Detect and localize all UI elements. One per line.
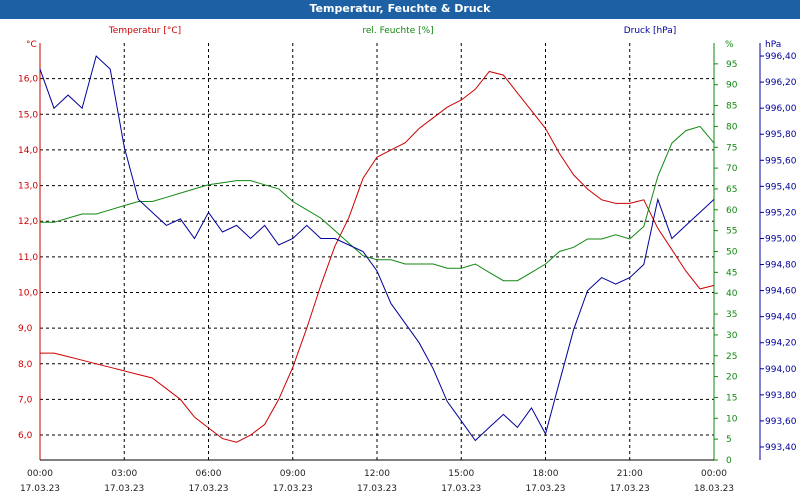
y-tick-label-humidity: 55 — [726, 227, 737, 237]
x-tick-label-time: 12:00 — [364, 469, 390, 479]
y-tick-label-humidity: 10 — [726, 414, 738, 424]
x-tick-label-time: 21:00 — [617, 469, 643, 479]
y-tick-label-pressure: 995,40 — [765, 182, 797, 192]
axis-unit-temperature: °C — [26, 40, 37, 50]
series-line-humidity — [40, 125, 715, 282]
y-tick-label-humidity: 20 — [726, 373, 738, 383]
x-tick-label-time: 03:00 — [111, 469, 137, 479]
x-tick-label-date: 18.03.23 — [694, 484, 734, 494]
x-tick-label-date: 17.03.23 — [610, 484, 650, 494]
y-tick-label-humidity: 15 — [726, 393, 737, 403]
y-tick-label-pressure: 995,60 — [765, 156, 797, 166]
chart-background — [0, 19, 800, 500]
x-tick-label-date: 17.03.23 — [188, 484, 228, 494]
y-tick-label-temperature: 15,0 — [18, 110, 38, 120]
axis-label-temperature: Temperatur [°C] — [108, 26, 181, 36]
x-tick-label-time: 15:00 — [448, 469, 474, 479]
x-tick-label-time: 00:00 — [27, 469, 53, 479]
x-tick-label-time: 09:00 — [280, 469, 306, 479]
y-tick-label-pressure: 993,60 — [765, 417, 797, 427]
series-line-temperature — [40, 70, 715, 443]
y-tick-label-pressure: 996,40 — [765, 52, 797, 62]
axis-label-humidity: rel. Feuchte [%] — [362, 26, 433, 36]
chart-title: Temperatur, Feuchte & Druck — [0, 0, 800, 19]
axis-unit-pressure: hPa — [765, 40, 781, 50]
tick-labels: 00:00 17.03.23 03:00 17.03.23 06:00 17.03.23 0… — [18, 52, 797, 494]
y-tick-label-humidity: 45 — [726, 268, 737, 278]
y-tick-label-pressure: 994,60 — [765, 287, 797, 297]
y-tick-label-humidity: 5 — [726, 435, 732, 445]
y-tick-label-temperature: 16,0 — [18, 75, 38, 85]
x-tick-label-date: 17.03.23 — [104, 484, 144, 494]
x-tick-label-time: 18:00 — [533, 469, 559, 479]
y-tick-label-pressure: 993,80 — [765, 391, 797, 401]
series-group — [39, 55, 715, 443]
y-tick-label-humidity: 60 — [726, 206, 738, 216]
y-tick-label-humidity: 75 — [726, 143, 737, 153]
y-tick-label-temperature: 14,0 — [18, 146, 38, 156]
y-tick-label-pressure: 994,40 — [765, 313, 797, 323]
y-tick-label-pressure: 994,20 — [765, 339, 797, 349]
x-tick-label-date: 17.03.23 — [20, 484, 60, 494]
y-tick-label-humidity: 25 — [726, 352, 737, 362]
y-tick-label-humidity: 85 — [726, 102, 737, 112]
y-tick-label-pressure: 993,40 — [765, 443, 797, 453]
y-tick-label-pressure: 995,00 — [765, 234, 797, 244]
y-tick-label-temperature: 7,0 — [18, 395, 33, 405]
axis-label-pressure: Druck [hPa] — [624, 26, 677, 36]
y-tick-label-pressure: 994,80 — [765, 261, 797, 271]
y-tick-label-humidity: 35 — [726, 310, 737, 320]
x-tick-label-date: 17.03.23 — [273, 484, 313, 494]
y-tick-label-temperature: 12,0 — [18, 217, 38, 227]
y-tick-label-temperature: 10,0 — [18, 288, 38, 298]
y-tick-label-pressure: 994,00 — [765, 365, 797, 375]
y-tick-label-temperature: 9,0 — [18, 324, 33, 334]
y-tick-label-pressure: 996,00 — [765, 104, 797, 114]
y-tick-label-humidity: 70 — [726, 164, 738, 174]
y-tick-label-humidity: 30 — [726, 331, 738, 341]
y-tick-label-humidity: 95 — [726, 60, 737, 70]
y-tick-label-pressure: 995,80 — [765, 130, 797, 140]
x-tick-label-date: 17.03.23 — [441, 484, 481, 494]
x-tick-label-date: 17.03.23 — [525, 484, 565, 494]
x-tick-label-date: 17.03.23 — [357, 484, 397, 494]
series-line-pressure — [39, 55, 715, 442]
x-tick-label-time: 06:00 — [196, 469, 222, 479]
y-tick-label-temperature: 6,0 — [18, 431, 33, 441]
y-tick-label-humidity: 90 — [726, 81, 738, 91]
y-tick-label-humidity: 80 — [726, 122, 738, 132]
y-tick-label-pressure: 996,20 — [765, 78, 797, 88]
x-tick-label-time: 00:00 — [701, 469, 727, 479]
y-tick-label-temperature: 13,0 — [18, 182, 38, 192]
grid — [40, 43, 714, 460]
axis-unit-humidity: % — [725, 40, 734, 50]
y-tick-label-humidity: 0 — [726, 456, 732, 466]
y-tick-label-pressure: 995,20 — [765, 208, 797, 218]
y-tick-label-humidity: 65 — [726, 185, 737, 195]
y-tick-label-temperature: 8,0 — [18, 360, 33, 370]
axes — [39, 43, 764, 461]
y-tick-label-humidity: 40 — [726, 289, 738, 299]
y-tick-label-humidity: 50 — [726, 248, 738, 258]
y-tick-label-temperature: 11,0 — [18, 253, 38, 263]
